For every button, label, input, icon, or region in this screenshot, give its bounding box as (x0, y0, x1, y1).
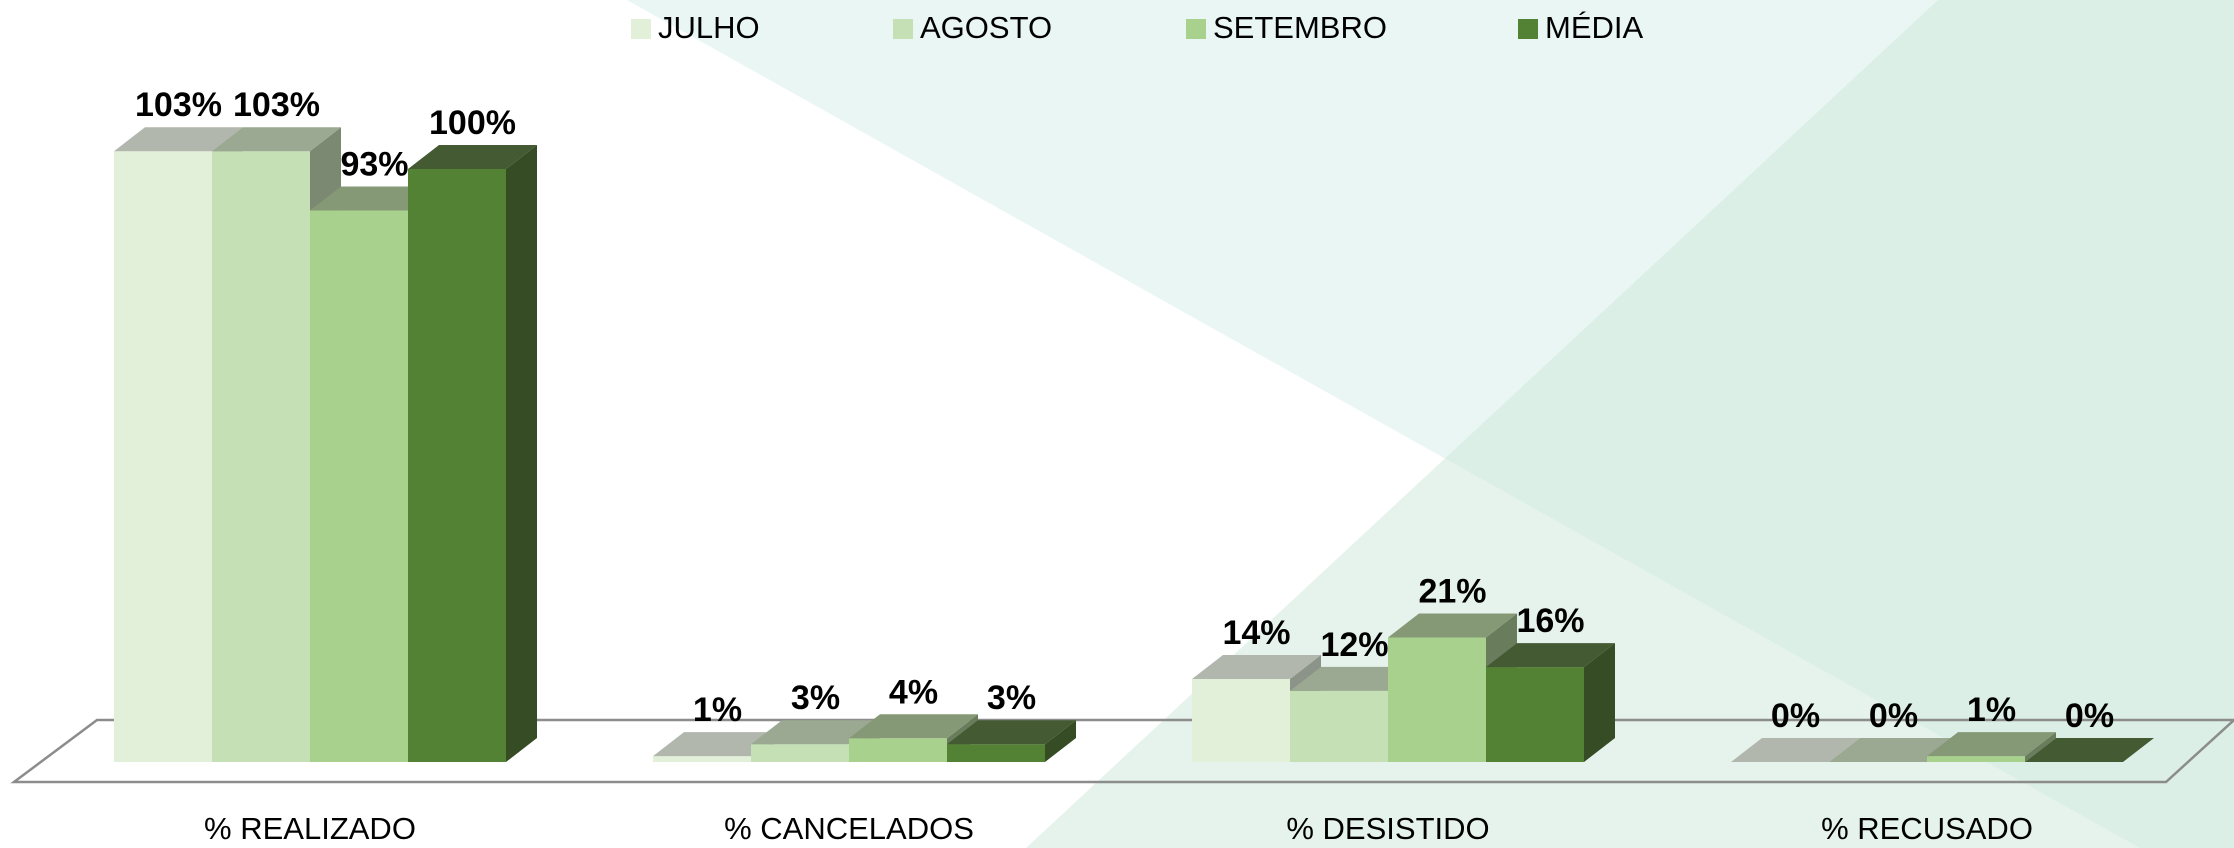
bar-top (653, 732, 782, 757)
data-label: 4% (889, 673, 938, 711)
bar-top (212, 127, 341, 152)
bar (1486, 643, 1615, 762)
legend-label: JULHO (658, 10, 760, 45)
legend-swatch (631, 19, 651, 39)
bar-top (947, 720, 1076, 745)
bar-front (751, 744, 849, 762)
bar-top (1486, 643, 1615, 668)
bar-side (1584, 643, 1615, 762)
x-tick-label: % DESISTIDO (1286, 811, 1489, 846)
data-label: 0% (1771, 697, 1820, 735)
bar-side (1045, 720, 1076, 762)
bar-top (114, 127, 243, 152)
bar-front (408, 169, 506, 762)
bar (1927, 732, 2056, 762)
bar-top (1829, 738, 1958, 762)
bar-top (1290, 666, 1419, 691)
data-label: 16% (1516, 602, 1584, 640)
x-tick-label: % RECUSADO (1821, 811, 2033, 846)
data-label: 100% (429, 104, 516, 142)
background-shape (1026, 0, 2234, 848)
bar (408, 145, 537, 762)
legend-swatch (1518, 19, 1538, 39)
bar (1731, 738, 1860, 762)
bar-top (751, 720, 880, 745)
data-label: 103% (233, 86, 320, 124)
x-tick-label: % CANCELADOS (724, 811, 974, 846)
bar-front (310, 210, 408, 762)
bar-front (212, 151, 310, 762)
bar-front (1486, 667, 1584, 762)
bar (947, 720, 1076, 762)
bar-side (2025, 732, 2056, 762)
data-label: 1% (1967, 691, 2016, 729)
data-label: 0% (2065, 697, 2114, 735)
bar-front (1927, 756, 2025, 762)
bar-top (849, 714, 978, 739)
bar-front (849, 738, 947, 762)
legend-swatch (1186, 19, 1206, 39)
data-label: 12% (1320, 626, 1388, 664)
bar-top (408, 145, 537, 169)
data-label: 14% (1222, 614, 1290, 652)
bar-front (114, 151, 212, 762)
bar-top (310, 186, 439, 211)
bar-front (947, 744, 1045, 762)
legend-label: MÉDIA (1545, 10, 1644, 45)
x-tick-label: % REALIZADO (204, 811, 416, 846)
bar-front (1290, 690, 1388, 762)
data-label: 1% (693, 691, 742, 729)
bar (2025, 738, 2154, 762)
legend-label: AGOSTO (920, 10, 1052, 45)
bar-top (1388, 613, 1517, 638)
bar-front (653, 756, 751, 762)
bar-top (1192, 654, 1321, 679)
bar-top (1927, 732, 2056, 757)
legend-swatch (893, 19, 913, 39)
bar-side (506, 145, 537, 762)
bar-top (2025, 738, 2154, 762)
data-label: 93% (340, 145, 408, 183)
bar-front (1192, 678, 1290, 762)
bar-front (1388, 637, 1486, 762)
data-label: 21% (1418, 572, 1486, 610)
data-label: 3% (987, 679, 1036, 717)
data-label: 0% (1869, 697, 1918, 735)
legend-label: SETEMBRO (1213, 10, 1387, 45)
bar-top (1731, 738, 1860, 762)
bar (1829, 738, 1958, 762)
data-label: 103% (135, 86, 222, 124)
data-label: 3% (791, 679, 840, 717)
